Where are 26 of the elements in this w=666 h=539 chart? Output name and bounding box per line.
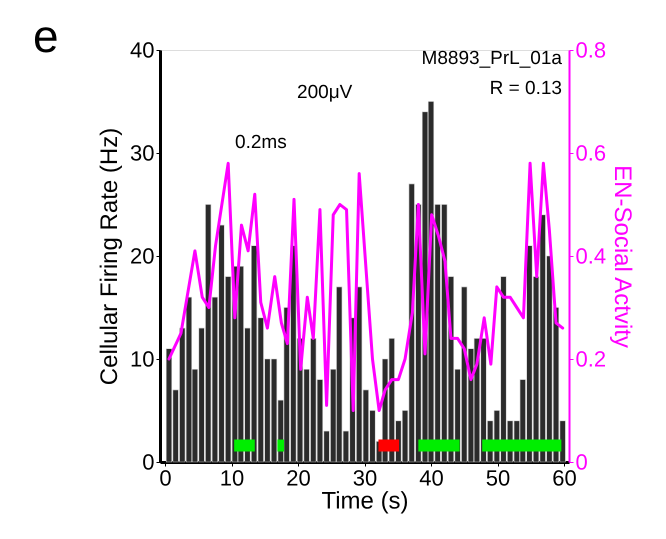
y2-axis-title: EN-Social Actvity — [609, 165, 636, 348]
x-tick-label: 40 — [419, 466, 444, 490]
x-tick-label: 30 — [352, 466, 378, 490]
annotation: M8893_PrL_01a — [422, 48, 562, 69]
x-tick-label: 20 — [286, 466, 311, 490]
y2-tick-label: 0.2 — [576, 346, 606, 372]
y-tick-label: 20 — [130, 244, 154, 268]
text: e — [33, 10, 59, 62]
annotation: 200μV — [297, 82, 353, 103]
y-tick-label: 30 — [130, 140, 154, 166]
annotation: R = 0.13 — [490, 78, 562, 99]
x-axis-title: Time (s) — [321, 488, 409, 514]
line-series — [167, 162, 564, 412]
x-tick-label: 50 — [486, 466, 510, 490]
y2-tick-label: 0.6 — [576, 140, 606, 166]
y2-tick-label: 0.8 — [576, 38, 606, 62]
y-tick-label: 40 — [130, 38, 154, 62]
x-tick-label: 0 — [159, 466, 172, 490]
y2-tick-label: 0 — [576, 450, 588, 474]
x-tick-label: 10 — [220, 466, 244, 490]
x-tick-label: 60 — [552, 466, 577, 490]
y-tick-label: 10 — [130, 346, 154, 372]
y2-tick-label: 0.4 — [576, 244, 606, 268]
annotation: 0.2ms — [235, 132, 287, 153]
y-tick-label: 0 — [142, 450, 154, 474]
y-axis-title: Cellular Firing Rate (Hz) — [96, 128, 124, 386]
